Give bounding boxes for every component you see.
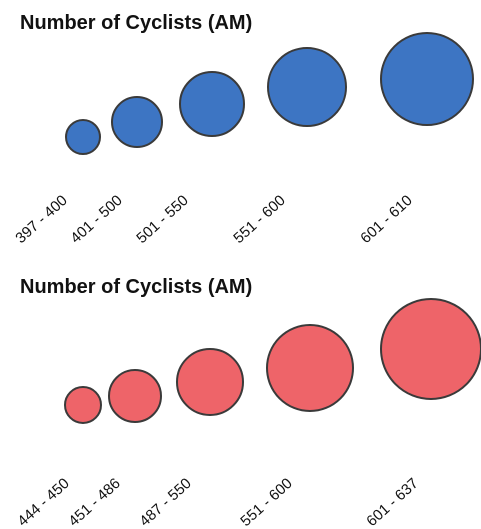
proportional-circle: [267, 47, 347, 127]
class-label: 397 - 400: [12, 192, 70, 247]
proportional-circle: [266, 324, 354, 412]
proportional-circle: [176, 348, 244, 416]
proportional-circle: [380, 32, 474, 126]
proportional-circle: [380, 298, 481, 400]
proportional-circle: [64, 386, 102, 424]
legend-title: Number of Cyclists (AM): [20, 12, 253, 34]
class-label: 601 - 637: [363, 475, 421, 529]
class-label: 401 - 500: [67, 192, 125, 247]
class-label: 551 - 600: [230, 192, 288, 247]
class-label: 487 - 550: [136, 475, 194, 529]
size-class-5: 601 - 637: [363, 298, 481, 529]
proportional-circle: [111, 96, 163, 148]
proportional-circle: [108, 369, 162, 423]
class-label: 451 - 486: [65, 475, 123, 529]
class-label: 551 - 600: [237, 475, 295, 529]
proportional-circle: [179, 71, 245, 137]
legend-red-panel: Number of Cyclists (AM) 444 - 450 451 - …: [0, 262, 481, 529]
proportional-circle: [65, 119, 101, 155]
class-label: 444 - 450: [14, 475, 72, 529]
legend-blue-symbols: 397 - 400 401 - 500 501 - 550 551 - 600 …: [12, 32, 474, 247]
class-label: 501 - 550: [133, 192, 191, 247]
class-label: 601 - 610: [357, 192, 415, 247]
legend-red-symbols: 444 - 450 451 - 486 487 - 550 551 - 600 …: [14, 298, 481, 529]
legend-title: Number of Cyclists (AM): [20, 276, 253, 298]
size-class-4: 551 - 600: [237, 324, 354, 529]
size-class-3: 501 - 550: [133, 71, 245, 247]
legend-blue-panel: Number of Cyclists (AM) 397 - 400 401 - …: [0, 0, 481, 262]
size-class-4: 551 - 600: [230, 47, 347, 247]
size-class-5: 601 - 610: [357, 32, 474, 247]
